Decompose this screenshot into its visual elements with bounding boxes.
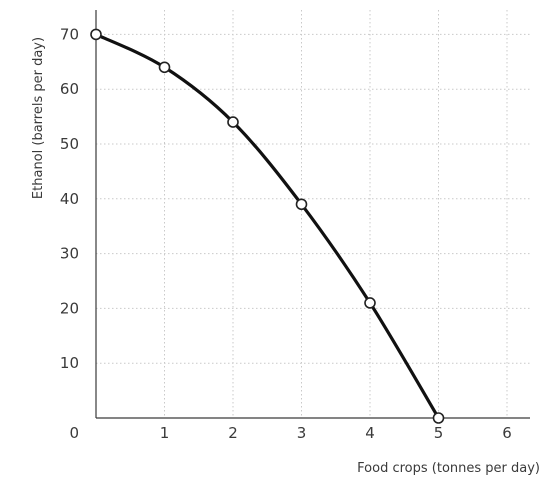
y-tick-label-40: 40	[60, 190, 79, 208]
x-tick-label-1: 1	[160, 424, 170, 442]
y-tick-label-0: 0	[69, 424, 79, 442]
data-point-3	[295, 198, 308, 211]
y-tick-label-70: 70	[60, 25, 79, 43]
data-point-2	[227, 116, 239, 128]
x-tick-label-5: 5	[434, 424, 444, 442]
data-point-5	[432, 412, 445, 424]
x-axis-label: Food crops (tonnes per day)	[357, 461, 540, 476]
y-tick-label-30: 30	[60, 245, 79, 263]
y-axis-label: Ethanol (barrels per day)	[31, 37, 46, 199]
y-tick-label-60: 60	[60, 80, 79, 98]
y-tick-label-50: 50	[60, 135, 79, 153]
data-point-1	[158, 61, 171, 74]
y-tick-label-20: 20	[60, 299, 79, 317]
grid	[96, 10, 530, 418]
x-tick-label-4: 4	[365, 424, 375, 442]
y-tick-label-10: 10	[60, 354, 79, 372]
ppf-curve	[94, 32, 441, 420]
x-tick-label-2: 2	[228, 424, 238, 442]
curve-layer	[94, 32, 441, 420]
tick-labels: 0 10 20 30 40 50 60 70 1 2 3 4 5 6	[60, 25, 512, 442]
data-points	[90, 28, 445, 424]
data-point-0	[90, 28, 102, 41]
x-tick-label-6: 6	[502, 424, 512, 442]
axes	[95, 10, 530, 419]
x-tick-label-3: 3	[297, 424, 307, 442]
data-point-4	[364, 297, 376, 309]
